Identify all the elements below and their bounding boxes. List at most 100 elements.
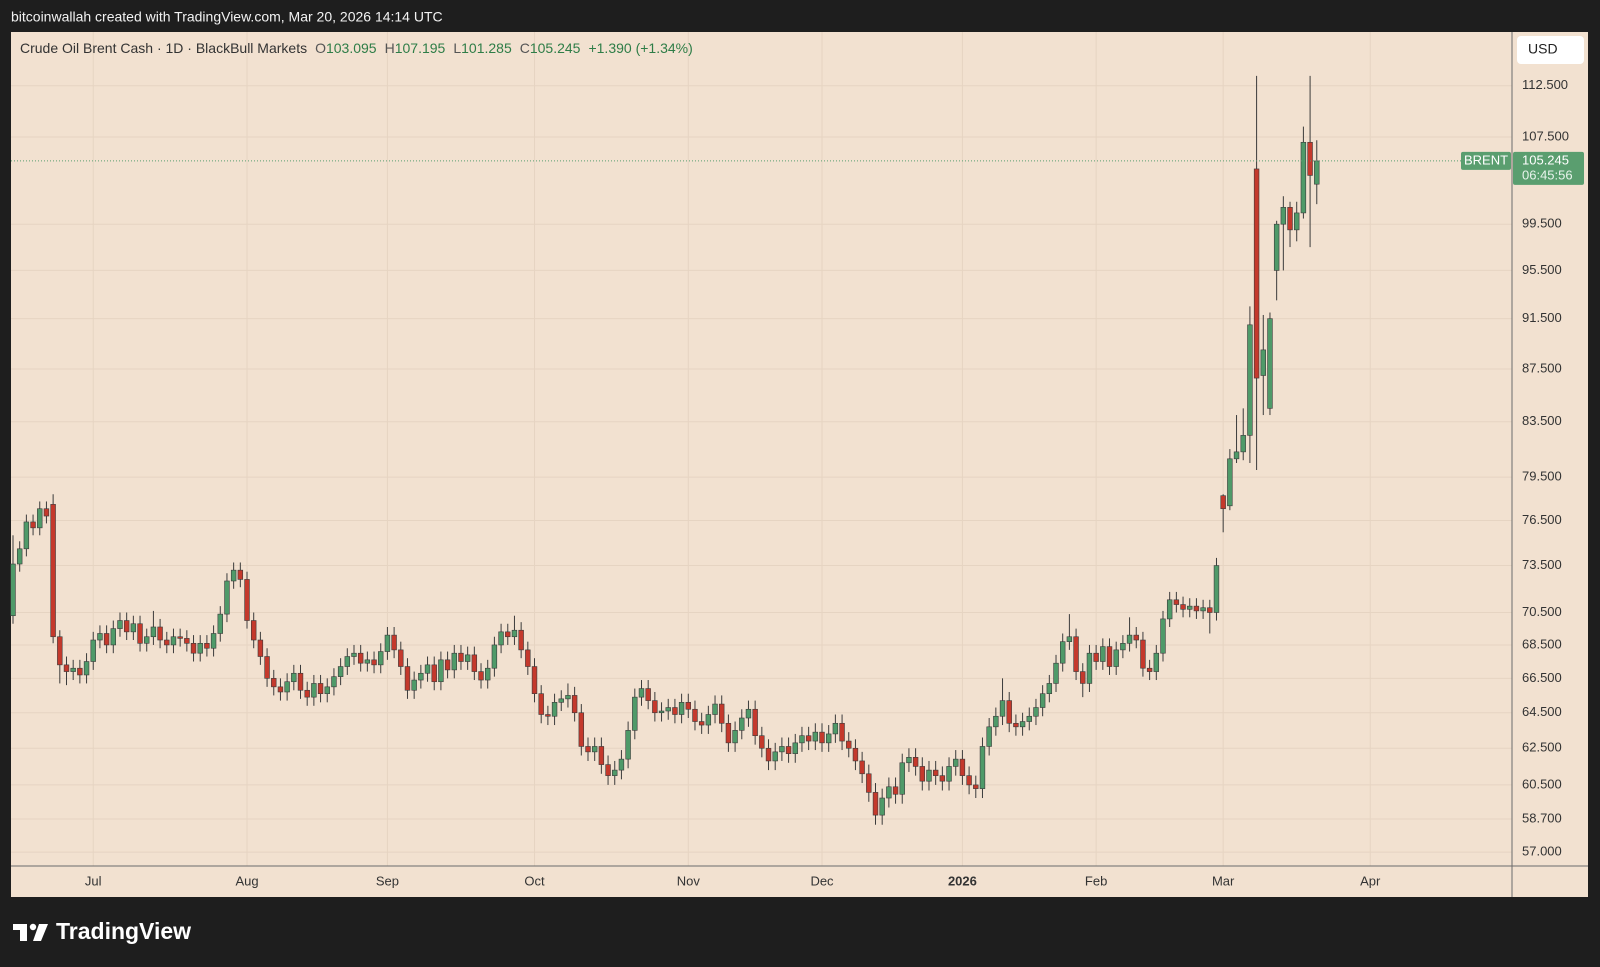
y-tick-label: 99.500 — [1522, 216, 1562, 231]
candle-body — [351, 652, 357, 657]
candle-body — [57, 636, 63, 666]
candle-body — [123, 620, 130, 633]
candle-body — [986, 726, 992, 747]
candle-body — [886, 786, 892, 799]
candle-body — [411, 679, 417, 691]
candle-body — [725, 722, 732, 744]
candle-body — [899, 762, 905, 795]
candle-body — [732, 730, 738, 744]
candle-body — [1307, 141, 1313, 176]
candle-body — [83, 661, 90, 676]
candle-body — [906, 757, 912, 764]
candle-body — [511, 629, 518, 638]
candle-body — [1294, 212, 1300, 231]
candle-body — [344, 656, 351, 667]
candle-body — [1160, 618, 1166, 654]
candle-body — [759, 735, 765, 749]
candle-body — [612, 769, 618, 776]
candle-body — [438, 659, 444, 683]
candle-body — [157, 626, 163, 641]
candle-body — [632, 696, 638, 731]
candle-body — [1180, 604, 1186, 610]
candle-body — [799, 735, 805, 744]
brand: TradingView — [56, 918, 191, 944]
candle-body — [297, 672, 304, 691]
axes: 112.500 107.500 99.500 95.500 91.500 87.500 83… — [11, 32, 1588, 897]
logo — [13, 923, 48, 941]
candle-body — [805, 735, 812, 742]
candle-body — [999, 700, 1006, 717]
candle-body — [1253, 168, 1260, 379]
candle-body — [30, 521, 36, 529]
candle-body — [892, 786, 899, 795]
candle-body — [257, 639, 264, 657]
candle-body — [598, 746, 605, 765]
candle-body — [545, 714, 551, 717]
x-tick-label: Aug — [235, 873, 258, 888]
candle-body — [605, 764, 611, 776]
y-tick-label: 107.500 — [1522, 128, 1569, 143]
symbol-tag-label: BRENT — [1464, 152, 1508, 167]
candle-body — [652, 700, 658, 714]
currency-label[interactable]: USD — [1528, 41, 1558, 57]
candle-body — [43, 508, 50, 517]
candle-body — [1213, 565, 1220, 613]
last-price-label: 105.245 — [1522, 152, 1569, 167]
candle-body — [224, 580, 230, 615]
candle-body — [431, 664, 437, 683]
candle-body — [832, 722, 839, 735]
candle-body — [1073, 636, 1079, 672]
y-tick-label: 58.700 — [1522, 810, 1562, 825]
candle-body — [1273, 223, 1280, 271]
x-tick-label: 2026 — [948, 873, 977, 888]
candle-body — [291, 672, 297, 683]
candle-body — [825, 733, 832, 744]
candle-body — [565, 695, 571, 700]
y-tick-label: 66.500 — [1522, 670, 1562, 685]
candle-body — [16, 548, 23, 565]
candle-body — [144, 636, 150, 644]
attribution: bitcoinwallah created with TradingView.c… — [11, 9, 443, 25]
candle-body — [1193, 605, 1200, 612]
candle-body — [170, 636, 177, 646]
candle-body — [10, 563, 16, 617]
candle-body — [939, 775, 946, 782]
candle-body — [1240, 435, 1246, 453]
candle-body — [839, 722, 845, 742]
candle-body — [1140, 639, 1146, 669]
candle-body — [879, 797, 885, 816]
candle-body — [77, 667, 83, 676]
candle-body — [625, 730, 631, 760]
ohlc-key: C — [519, 40, 530, 56]
candle-body — [491, 644, 498, 669]
candle-body — [177, 636, 183, 639]
candle-body — [551, 702, 558, 717]
y-tick-label: 112.500 — [1522, 77, 1568, 92]
candle-body — [705, 714, 712, 726]
ohlc-value: 105.245 — [529, 40, 581, 56]
candle-body — [311, 683, 317, 698]
candle-body — [665, 707, 671, 712]
candle-body — [384, 634, 391, 652]
y-tick-label: 62.500 — [1522, 740, 1562, 755]
candle-body — [277, 686, 284, 693]
currency-button[interactable] — [1517, 36, 1584, 64]
ohlc-key: O — [315, 40, 326, 56]
y-tick-label: 95.500 — [1522, 262, 1562, 277]
candle-body — [371, 659, 377, 666]
y-tick-label: 91.500 — [1522, 310, 1562, 325]
candle-body — [1187, 605, 1193, 610]
candle-body — [1287, 207, 1293, 231]
candle-body — [672, 707, 678, 715]
candle-body — [230, 569, 237, 582]
candle-body — [1113, 649, 1119, 667]
candle-body — [1080, 671, 1086, 684]
candle-body — [1200, 607, 1206, 612]
last-price-tag — [1513, 151, 1584, 185]
candle-body — [498, 631, 504, 646]
candle-body — [37, 508, 43, 529]
candle-body — [558, 698, 564, 703]
candle-body — [464, 654, 471, 662]
candle-body — [244, 579, 250, 621]
candle-body — [959, 758, 966, 776]
